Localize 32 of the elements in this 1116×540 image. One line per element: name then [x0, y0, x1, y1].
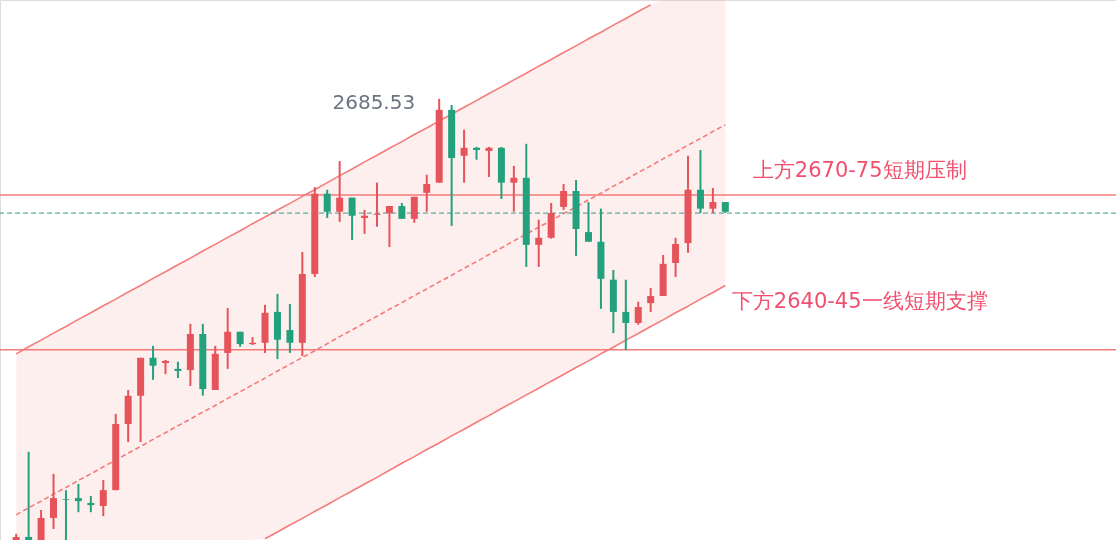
candlestick [37, 509, 45, 540]
annotation: 2685.53 [332, 89, 416, 114]
text: 上方2670-75短期压制 [752, 158, 967, 182]
candlestick [634, 300, 642, 326]
candlestick [99, 479, 107, 518]
candlestick [510, 164, 518, 213]
candlestick [62, 489, 70, 540]
candlestick [348, 196, 356, 241]
candlestick [149, 344, 157, 381]
candlestick [423, 173, 431, 213]
candlestick [535, 218, 543, 268]
candlestick [485, 145, 493, 178]
candlestick [336, 160, 344, 223]
candlestick [373, 181, 381, 228]
candlestick [460, 128, 468, 184]
candlestick [709, 186, 717, 215]
candlestick [25, 450, 33, 540]
text: 下方2640-45一线短期支撑 [731, 289, 988, 313]
candlestick [696, 149, 704, 215]
candlestick [286, 302, 294, 354]
candlestick [361, 209, 369, 235]
candlestick [323, 188, 331, 219]
candlestick [672, 236, 680, 279]
candlestick [385, 205, 393, 249]
candlestick [560, 182, 568, 211]
candlestick [50, 472, 58, 530]
candlestick [622, 278, 630, 351]
candlestick [74, 482, 82, 514]
candlestick [410, 195, 418, 224]
candlestick [647, 287, 655, 313]
candlestick [584, 201, 592, 243]
candlestick [224, 306, 232, 370]
